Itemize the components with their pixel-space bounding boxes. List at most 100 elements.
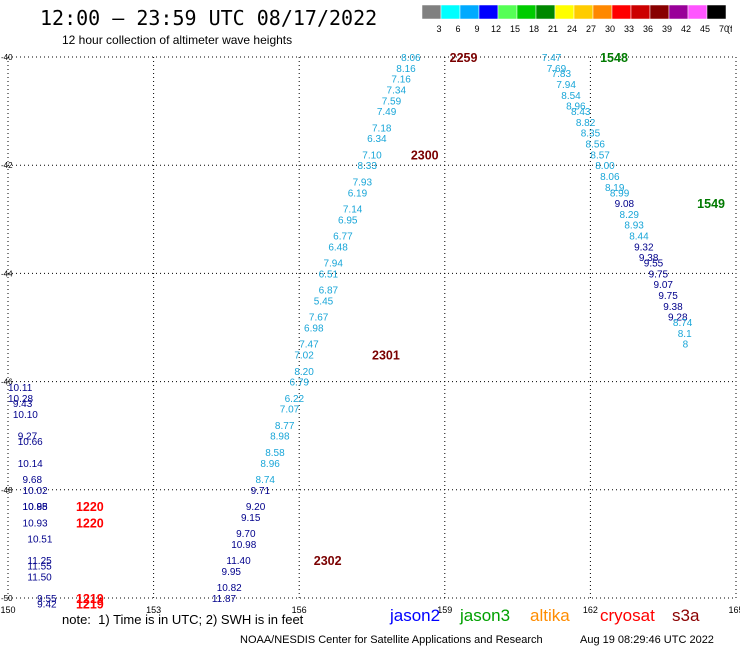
time-label: 2301	[372, 349, 400, 363]
wave-height-label: 8.96	[566, 102, 586, 113]
wave-height-label: 8.93	[624, 221, 644, 232]
time-label: 1220	[76, 500, 104, 514]
legend-s3a: s3a	[672, 606, 700, 625]
wave-height-label: 9.07	[653, 280, 673, 291]
colorbar-label: 9	[474, 24, 479, 34]
wave-height-label: 10.95	[23, 502, 48, 513]
wave-height-label: 7.93	[353, 177, 373, 188]
page-title: 12:00 – 23:59 UTC 08/17/2022	[40, 6, 378, 30]
wave-height-label: 8.44	[629, 232, 649, 243]
wave-height-label: 6.34	[367, 134, 387, 145]
y-tick-label: -50	[1, 594, 13, 603]
wave-height-label: 8.43	[571, 107, 591, 118]
wave-height-label: 7.67	[309, 313, 329, 324]
legend-altika: altika	[530, 606, 570, 625]
wave-height-label: 8.06	[401, 53, 421, 64]
time-label: 1219	[76, 592, 104, 606]
wave-height-label: 7.83	[552, 69, 572, 80]
legend-cryosat: cryosat	[600, 606, 655, 625]
colorbar-label: 45	[700, 24, 710, 34]
x-tick-label: 165	[728, 605, 740, 615]
wave-height-label: 9.32	[634, 242, 654, 253]
x-tick-label: 162	[583, 605, 598, 615]
wave-height-label: 7.34	[387, 85, 407, 96]
wave-height-label: 9.38	[639, 253, 659, 264]
colorbar-label: 39	[662, 24, 672, 34]
wave-height-label: 7.49	[377, 107, 397, 118]
wave-height-label: 9.15	[241, 513, 261, 524]
wave-height-label: 9.55	[644, 259, 664, 270]
wave-height-label: 9.68	[23, 475, 43, 486]
wave-height-label: 7.47	[299, 340, 319, 351]
wave-height-label: 9.55	[37, 594, 57, 605]
colorbar-label: 70	[719, 24, 729, 34]
wave-height-label: 6.51	[319, 269, 339, 280]
wave-height-label: 7.59	[382, 96, 402, 107]
time-label: 1219	[76, 597, 104, 611]
time-label: 2259	[450, 51, 478, 65]
wave-height-label: 8.77	[275, 421, 295, 432]
time-label: 1220	[76, 516, 104, 530]
time-label: 1548	[600, 51, 628, 65]
wave-height-label: 8.98	[270, 432, 290, 443]
wave-height-label: 7.14	[343, 204, 363, 215]
wave-height-label: 8	[683, 340, 689, 351]
wave-height-label: 8.00	[595, 161, 615, 172]
time-label: 1549	[697, 197, 725, 211]
wave-height-label: 9.95	[222, 567, 242, 578]
wave-height-label: 8.57	[590, 150, 610, 161]
colorbar-label: 30	[605, 24, 615, 34]
credit-text: NOAA/NESDIS Center for Satellite Applica…	[240, 634, 543, 646]
wave-height-label: 6.19	[348, 188, 368, 199]
wave-height-label: 7.18	[372, 123, 392, 134]
colorbar-label: 24	[567, 24, 577, 34]
wave-height-label: 10.93	[23, 518, 48, 529]
wave-height-label: 10.66	[18, 437, 43, 448]
wave-height-label: 9.08	[615, 199, 635, 210]
time-label: 2302	[314, 554, 342, 568]
wave-height-label: 9.20	[246, 502, 266, 513]
colorbar-label: 36	[643, 24, 653, 34]
wave-height-label: 8.1	[678, 329, 692, 340]
colorbar-label: 12	[491, 24, 501, 34]
colorbar-label: 33	[624, 24, 634, 34]
wave-height-label: 8.20	[294, 367, 314, 378]
wave-height-label: 8.35	[581, 129, 601, 140]
timestamp-text: Aug 19 08:29:46 UTC 2022	[580, 634, 714, 646]
wave-height-label: 8.96	[260, 459, 280, 470]
wave-height-label: 8.74	[256, 475, 276, 486]
wave-height-label: 9.43	[13, 399, 33, 410]
wave-height-label: 10.82	[217, 583, 242, 594]
x-tick-label: 150	[0, 605, 15, 615]
wave-height-label: 9.42	[37, 599, 57, 610]
wave-height-label: 8.54	[561, 91, 581, 102]
wave-height-label: 8.99	[610, 188, 630, 199]
y-tick-label: -48	[1, 486, 13, 495]
footnote: note: 1) Time is in UTC; 2) SWH is in fe…	[62, 612, 304, 627]
wave-height-label: 7.94	[323, 259, 343, 270]
colorbar-label: 27	[586, 24, 596, 34]
wave-height-label: 6.48	[328, 242, 348, 253]
colorbar-unit: (ft)	[727, 24, 732, 34]
x-tick-label: 156	[292, 605, 307, 615]
wave-height-label: 9.71	[251, 486, 271, 497]
wave-height-label: 10.14	[18, 459, 43, 470]
x-tick-label: 153	[146, 605, 161, 615]
wave-height-label: 6.22	[285, 394, 305, 405]
wave-height-label: 8.74	[673, 318, 693, 329]
wave-height-label: 9.75	[658, 291, 678, 302]
colorbar-label: 6	[455, 24, 460, 34]
wave-height-label: 9.27	[18, 432, 38, 443]
wave-height-label: 7.47	[542, 53, 562, 64]
wave-height-label: 7.07	[280, 405, 300, 416]
wave-height-label: 11.87	[212, 594, 237, 605]
wave-height-label: 8.29	[620, 210, 640, 221]
wave-height-label: 10.98	[231, 540, 256, 551]
wave-height-label: 11.25	[27, 556, 52, 567]
x-tick-label: 159	[437, 605, 452, 615]
wave-height-label: 8.56	[586, 140, 606, 151]
wave-height-label: 10.02	[23, 486, 48, 497]
wave-height-label: 7.10	[362, 150, 382, 161]
